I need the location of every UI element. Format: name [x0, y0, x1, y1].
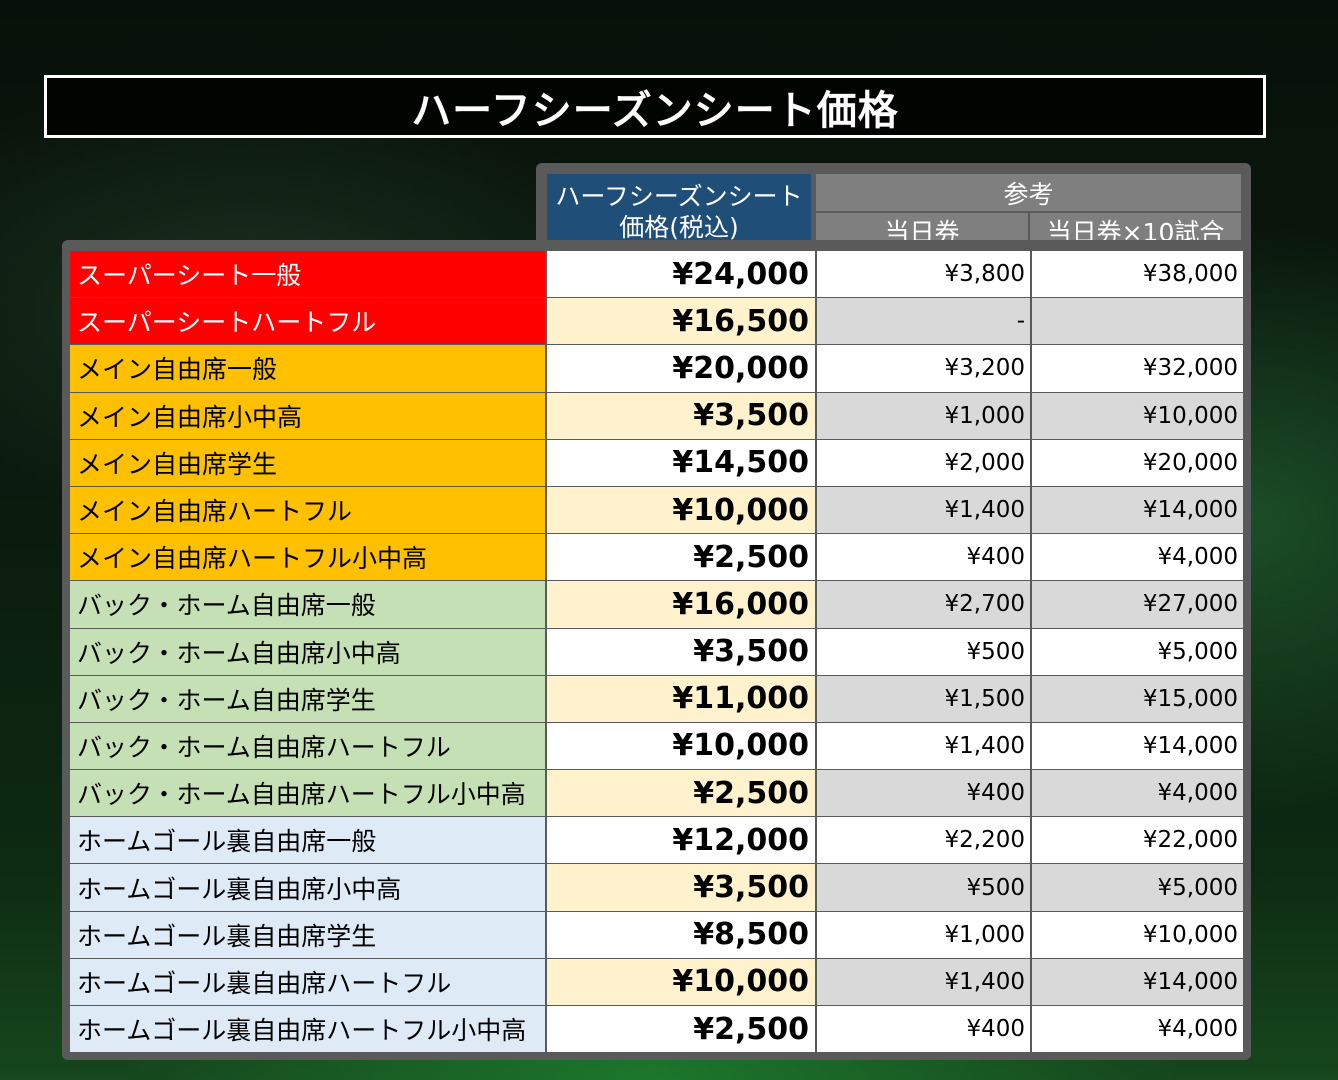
row-day-ticket: ¥2,000 [817, 439, 1030, 486]
row-day-ticket-x10: ¥15,000 [1032, 675, 1243, 722]
row-price: ¥3,500 [547, 628, 815, 675]
row-name: メイン自由席小中高 [70, 392, 545, 439]
row-day-ticket-x10: ¥14,000 [1032, 486, 1243, 534]
row-name: スーパーシートハートフル [70, 298, 545, 345]
row-name: バック・ホーム自由席小中高 [70, 628, 545, 675]
header-price-line1: ハーフシーズンシート [555, 181, 803, 211]
row-price: ¥3,500 [547, 864, 815, 911]
row-day-ticket: ¥3,200 [817, 345, 1030, 392]
row-day-ticket: ¥1,400 [817, 486, 1030, 534]
row-day-ticket-x10: ¥14,000 [1032, 722, 1243, 770]
row-name: バック・ホーム自由席ハートフル [70, 722, 545, 770]
row-day-ticket: ¥400 [817, 770, 1030, 817]
row-day-ticket-x10: ¥4,000 [1032, 1006, 1243, 1053]
row-day-ticket: ¥2,700 [817, 581, 1030, 628]
row-day-ticket-x10: ¥20,000 [1032, 439, 1243, 486]
row-price: ¥16,000 [547, 581, 815, 628]
row-price: ¥24,000 [547, 251, 815, 298]
row-day-ticket-x10: ¥22,000 [1032, 817, 1243, 864]
row-price: ¥10,000 [547, 958, 815, 1005]
row-name: バック・ホーム自由席学生 [70, 675, 545, 722]
title-banner: ハーフシーズンシート価格 [44, 75, 1266, 138]
row-day-ticket-x10: ¥27,000 [1032, 581, 1243, 628]
row-day-ticket-x10: ¥5,000 [1032, 628, 1243, 675]
row-day-ticket: ¥1,400 [817, 958, 1030, 1005]
row-day-ticket: ¥1,400 [817, 722, 1030, 770]
row-day-ticket-x10: ¥14,000 [1032, 958, 1243, 1005]
header-reference: 参考 [816, 174, 1241, 211]
row-day-ticket-x10: ¥5,000 [1032, 864, 1243, 911]
row-day-ticket-x10: ¥4,000 [1032, 770, 1243, 817]
row-name: メイン自由席一般 [70, 345, 545, 392]
row-day-ticket: ¥1,000 [817, 392, 1030, 439]
row-name: ホームゴール裏自由席一般 [70, 817, 545, 864]
header-price-line2: 価格(税込) [619, 212, 739, 242]
row-day-ticket-x10: ¥10,000 [1032, 392, 1243, 439]
row-name: スーパーシート一般 [70, 251, 545, 298]
row-day-ticket: ¥400 [817, 534, 1030, 581]
row-name: ホームゴール裏自由席ハートフル [70, 958, 545, 1005]
header-price: ハーフシーズンシート 価格(税込) [547, 174, 811, 249]
row-price: ¥10,000 [547, 722, 815, 770]
row-price: ¥2,500 [547, 1006, 815, 1053]
row-day-ticket-x10: ¥32,000 [1032, 345, 1243, 392]
row-day-ticket: ¥2,200 [817, 817, 1030, 864]
page-title: ハーフシーズンシート価格 [411, 87, 899, 134]
row-day-ticket-x10: ¥10,000 [1032, 911, 1243, 958]
row-day-ticket-x10: ¥4,000 [1032, 534, 1243, 581]
row-price: ¥2,500 [547, 770, 815, 817]
row-price: ¥12,000 [547, 817, 815, 864]
row-name: ホームゴール裏自由席学生 [70, 911, 545, 958]
row-price: ¥20,000 [547, 345, 815, 392]
row-day-ticket: ¥1,500 [817, 675, 1030, 722]
row-price: ¥11,000 [547, 675, 815, 722]
row-name: ホームゴール裏自由席小中高 [70, 864, 545, 911]
row-day-ticket: ¥1,000 [817, 911, 1030, 958]
row-day-ticket: ¥400 [817, 1006, 1030, 1053]
row-price: ¥2,500 [547, 534, 815, 581]
row-price: ¥8,500 [547, 911, 815, 958]
row-name: ホームゴール裏自由席ハートフル小中高 [70, 1006, 545, 1053]
row-price: ¥16,500 [547, 298, 815, 345]
price-table: スーパーシート一般 ¥24,000 ¥3,800 ¥38,000 スーパーシートハートフ… [70, 251, 1243, 1053]
row-day-ticket: ¥500 [817, 864, 1030, 911]
row-price: ¥10,000 [547, 486, 815, 534]
row-day-ticket-x10 [1032, 298, 1243, 345]
row-price: ¥3,500 [547, 392, 815, 439]
row-name: バック・ホーム自由席ハートフル小中高 [70, 770, 545, 817]
row-day-ticket-x10: ¥38,000 [1032, 251, 1243, 298]
row-day-ticket: - [817, 298, 1030, 345]
row-day-ticket: ¥500 [817, 628, 1030, 675]
row-day-ticket: ¥3,800 [817, 251, 1030, 298]
row-name: メイン自由席ハートフル小中高 [70, 534, 545, 581]
row-name: メイン自由席学生 [70, 439, 545, 486]
row-name: メイン自由席ハートフル [70, 486, 545, 534]
row-price: ¥14,500 [547, 439, 815, 486]
row-name: バック・ホーム自由席一般 [70, 581, 545, 628]
